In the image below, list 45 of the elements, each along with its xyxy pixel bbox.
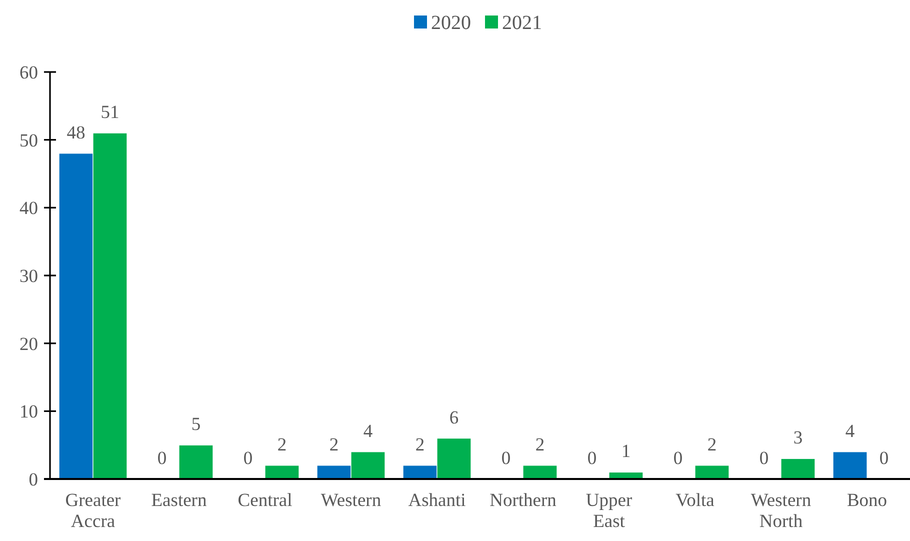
- data-label: 3: [793, 428, 803, 449]
- legend-label: 2020: [431, 12, 471, 34]
- data-label: 0: [759, 449, 769, 469]
- x-tick-label: Western: [320, 491, 382, 511]
- data-label: 51: [100, 103, 120, 124]
- data-label: 0: [243, 449, 253, 469]
- y-tick-label: 60: [20, 63, 38, 84]
- y-tick-label: 0: [28, 470, 38, 490]
- x-tick-label: Volta: [676, 491, 714, 511]
- data-label: 4: [363, 422, 373, 442]
- data-label: 48: [66, 123, 86, 144]
- y-tick-label: 30: [20, 266, 38, 287]
- data-label: 2: [707, 435, 717, 456]
- data-label: 4: [845, 422, 855, 442]
- y-tick-label: 40: [20, 199, 38, 220]
- x-tick-label: Greater Accra: [65, 491, 121, 532]
- x-tick-label: Eastern: [151, 491, 207, 511]
- bar: [694, 465, 730, 480]
- data-label: 0: [501, 449, 511, 469]
- x-tick-label: Western North: [750, 491, 812, 532]
- x-tick-label: Upper East: [586, 491, 632, 532]
- x-tick-label: Bono: [846, 491, 888, 511]
- data-label: 2: [277, 435, 287, 456]
- bar: [832, 452, 868, 480]
- data-label: 2: [535, 435, 545, 456]
- data-label: 0: [157, 449, 167, 469]
- data-label: 2: [415, 435, 425, 456]
- bar: [178, 444, 214, 480]
- data-label: 0: [587, 449, 597, 469]
- data-label: 6: [449, 408, 459, 428]
- data-label: 0: [673, 449, 683, 469]
- bar: [780, 458, 816, 480]
- bar: [522, 465, 558, 480]
- data-label: 2: [329, 435, 339, 456]
- legend-label: 2021: [502, 12, 542, 34]
- data-label: 0: [879, 449, 889, 469]
- bar: [264, 465, 300, 480]
- data-label: 1: [621, 442, 631, 462]
- y-tick-label: 10: [20, 402, 38, 423]
- y-tick-label: 20: [20, 334, 38, 355]
- x-tick-label: Ashanti: [408, 491, 466, 511]
- y-tick-label: 50: [20, 131, 38, 152]
- data-label: 5: [191, 415, 201, 436]
- x-tick-label: Northern: [490, 491, 556, 511]
- x-tick-label: Central: [238, 491, 292, 511]
